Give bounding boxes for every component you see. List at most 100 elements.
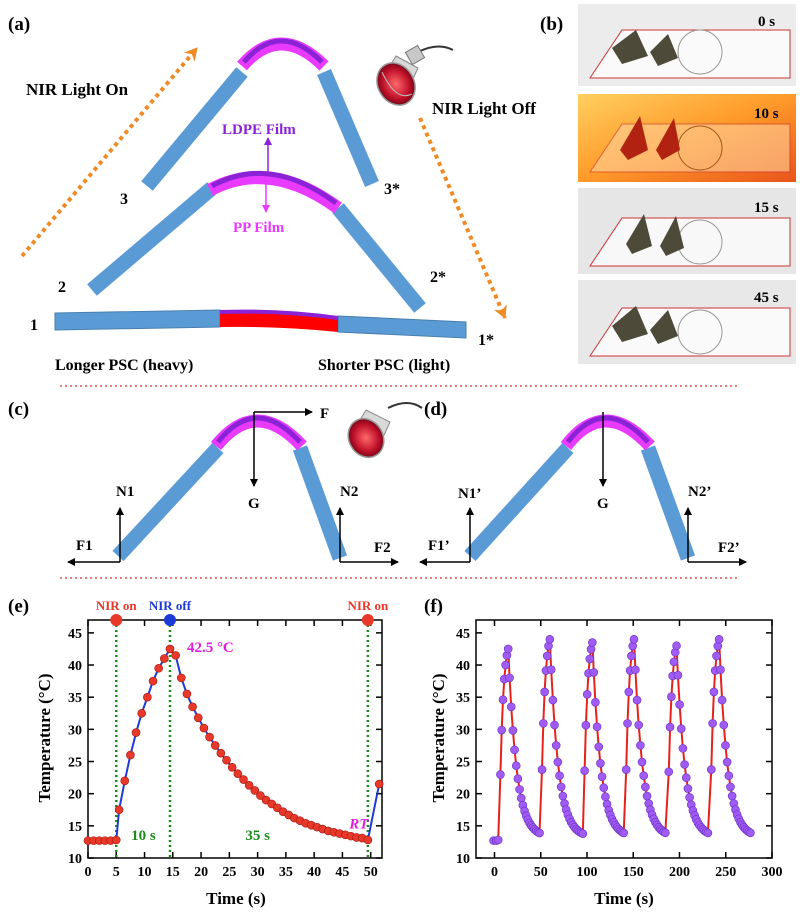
data-point — [227, 763, 237, 772]
stage-1-label: 1 — [30, 317, 38, 334]
time-15s: 15 s — [754, 200, 779, 216]
data-point — [497, 725, 507, 735]
data-point — [712, 651, 721, 661]
data-point — [143, 692, 152, 702]
x-tick-label: 50 — [534, 865, 548, 880]
data-point — [111, 835, 121, 845]
x-tick-label: 100 — [577, 865, 598, 880]
force-f: F — [320, 406, 329, 422]
data-point — [627, 651, 636, 661]
data-point — [205, 732, 214, 742]
chart-e: (e) 0 5 10 15 20 25 30 35 40 45 50 10 15 20 25 30 35 40 45… — [8, 596, 389, 908]
data-point — [629, 634, 639, 644]
force-n1: N1 — [116, 484, 134, 500]
y-tick-label: 15 — [456, 820, 470, 835]
data-point — [746, 828, 755, 838]
stage-2-label: 2 — [58, 279, 66, 296]
plot-frame — [475, 619, 773, 859]
photo-frame-45s — [578, 280, 796, 364]
data-point — [160, 654, 169, 663]
data-point — [680, 760, 689, 769]
data-point — [685, 793, 694, 802]
data-point — [550, 720, 559, 730]
data-point — [126, 750, 135, 760]
nir-marker-label: NIR on — [96, 598, 138, 613]
x-tick-label: 5 — [113, 865, 120, 880]
data-point — [636, 741, 645, 750]
x-tick-label: 45 — [335, 865, 349, 880]
data-point — [498, 695, 508, 705]
data-point — [619, 828, 629, 838]
stage-3star-label: 3* — [384, 181, 400, 198]
x-tick-label: 20 — [194, 865, 208, 880]
y-tick-label: 20 — [68, 788, 82, 803]
chart-e-ylabel: Temperature (°C) — [35, 673, 54, 802]
y-tick-label: 25 — [68, 756, 82, 771]
data-point — [623, 719, 632, 728]
force-f2-prime: F2’ — [718, 540, 740, 556]
y-tick-label: 10 — [68, 852, 82, 867]
data-point — [594, 742, 604, 752]
data-point — [188, 702, 197, 712]
y-tick-label: 40 — [456, 659, 470, 674]
x-tick-label: 250 — [715, 865, 736, 880]
data-point — [714, 634, 724, 644]
data-point — [597, 772, 607, 782]
data-point — [631, 665, 640, 675]
panel-e-label: (e) — [8, 596, 29, 617]
force-g-prime: G — [597, 496, 609, 512]
nir-off-arrow — [418, 117, 507, 319]
data-point — [515, 785, 524, 794]
data-point — [724, 771, 734, 781]
force-n2: N2 — [340, 484, 358, 500]
panel-d-label: (d) — [424, 399, 447, 420]
chart-e-plot: 0 5 10 15 20 25 30 35 40 45 50 10 15 20 25 30 35 40 45 NIR … — [68, 598, 389, 880]
nir-marker-dot — [163, 614, 176, 626]
data-point — [665, 722, 675, 732]
y-tick-label: 20 — [456, 788, 470, 803]
chart-f-xlabel: Time (s) — [594, 889, 654, 908]
force-f1-prime: F1’ — [428, 538, 450, 554]
data-point — [250, 786, 260, 795]
data-point — [505, 673, 514, 683]
force-g: G — [248, 496, 260, 512]
data-point — [678, 744, 688, 753]
data-point — [165, 644, 175, 654]
time-45s: 45 s — [754, 290, 779, 306]
data-point — [154, 663, 163, 673]
panel-c: (c) F G N1 F1 N2 F2 — [8, 399, 423, 566]
data-point — [508, 726, 518, 735]
data-point — [632, 695, 642, 705]
data-point — [222, 755, 231, 765]
data-point — [624, 687, 634, 697]
data-point — [709, 687, 719, 697]
data-point — [634, 720, 644, 730]
chart-f-ylabel: Temperature (°C) — [429, 673, 448, 802]
panel-d: (d) G N1’ F1’ N2’ F2’ — [419, 399, 747, 566]
data-point — [672, 641, 681, 651]
data-point — [717, 695, 727, 705]
panel-c-label: (c) — [8, 399, 29, 420]
x-tick-label: 150 — [623, 865, 644, 880]
force-n2-prime: N2’ — [688, 484, 711, 500]
data-point — [621, 765, 631, 774]
panel-b-label: (b) — [540, 14, 563, 35]
data-point — [578, 829, 588, 838]
stage-2-actuator — [87, 170, 426, 313]
x-tick-label: 25 — [222, 865, 236, 880]
x-tick-label: 30 — [251, 865, 265, 880]
data-point — [239, 775, 248, 784]
photo-frame-0s — [578, 4, 796, 86]
y-tick-label: 40 — [68, 659, 82, 674]
cooling-duration: 35 s — [245, 828, 270, 844]
data-point — [374, 779, 384, 789]
data-point — [511, 761, 521, 771]
heat-lamp-icon — [347, 402, 423, 459]
data-point — [558, 791, 568, 801]
data-point — [683, 784, 693, 793]
y-tick-label: 45 — [68, 627, 82, 642]
data-point — [716, 665, 725, 675]
force-n1-prime: N1’ — [458, 486, 481, 502]
x-tick-label: 35 — [279, 865, 293, 880]
data-point — [582, 689, 592, 699]
